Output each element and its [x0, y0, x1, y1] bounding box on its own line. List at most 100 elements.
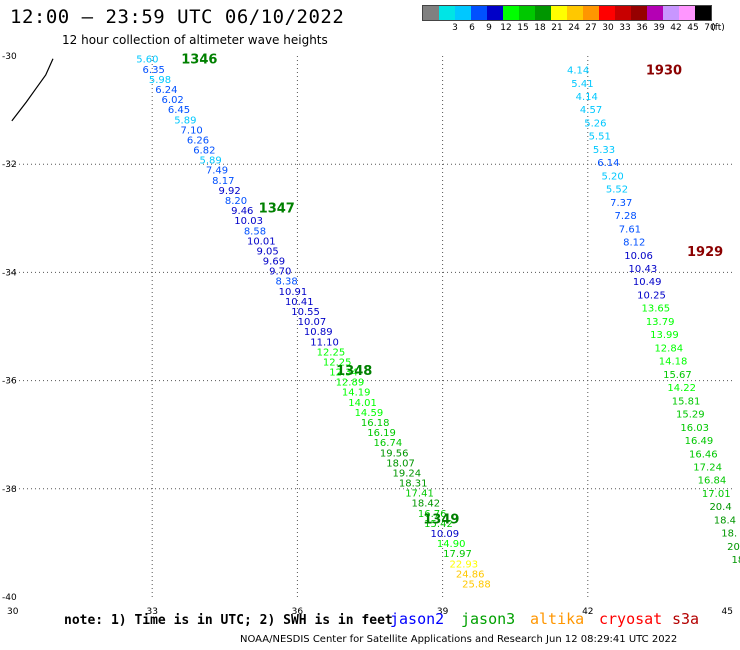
swh-value: 10.41: [285, 297, 314, 308]
legend-tick: 27: [585, 23, 597, 33]
swh-value: 18.07: [386, 458, 415, 469]
swh-value: 14.90: [437, 539, 466, 550]
swh-value: 12.84: [654, 343, 683, 354]
legend-swatches: [422, 5, 712, 21]
swh-value: 5.20: [602, 171, 624, 182]
chart-subtitle: 12 hour collection of altimeter wave hei…: [62, 33, 328, 47]
swh-value: 6.24: [155, 85, 177, 96]
swh-value: 14.18: [659, 357, 688, 368]
legend-tick: 6: [469, 23, 475, 33]
swh-value: 18.31: [399, 479, 428, 490]
legend-swatch: [455, 6, 471, 20]
swh-value: 10.89: [304, 327, 333, 338]
swh-value: 9.05: [256, 246, 278, 257]
color-scale-legend: 3 6 9 12 15 18 21 24 27 30 33 36 39 42 45 70 (ft): [422, 5, 725, 33]
swh-value: 7.37: [610, 198, 632, 209]
lon-tick-label: 42: [582, 607, 593, 617]
swh-value: 8.12: [623, 238, 645, 249]
swh-value: 14.01: [348, 398, 377, 409]
swh-value: 10.09: [431, 529, 460, 540]
swh-value: 8.38: [275, 277, 297, 288]
swh-value: 5.98: [149, 75, 171, 86]
swh-value: 13.99: [650, 330, 679, 341]
swh-value: 10.49: [633, 277, 662, 288]
legend-tick-labels: 3 6 9 12 15 18 21 24 27 30 33 36 39 42 45 70 (ft): [422, 21, 725, 33]
footnote: note: 1) Time is in UTC; 2) SWH is in fe…: [64, 613, 393, 628]
swh-value: 10.91: [279, 287, 308, 298]
swh-value: 16.84: [698, 476, 727, 487]
swh-value: 19.24: [393, 468, 422, 479]
legend-swatch: [551, 6, 567, 20]
swh-value: 8.58: [244, 226, 266, 237]
swh-value: 7.61: [619, 224, 641, 235]
swh-value: 10.06: [624, 251, 653, 262]
legend-tick: 70: [704, 23, 716, 33]
swh-value: 10.25: [637, 290, 666, 301]
legend-swatch: [615, 6, 631, 20]
swh-value: 14.19: [342, 388, 371, 399]
legend-swatch: [439, 6, 455, 20]
satellite-altika: altika: [530, 610, 585, 628]
legend-tick: 18: [534, 23, 546, 33]
legend-tick: 42: [670, 23, 682, 33]
swh-value: 16.03: [680, 423, 709, 434]
swh-value: 10.07: [298, 317, 327, 328]
lon-tick-label: 45: [722, 607, 733, 617]
lon-tick-label: 33: [146, 607, 157, 617]
swh-value: 5.89: [174, 115, 196, 126]
lat-tick-label: -30: [2, 52, 17, 62]
swh-value: 8.17: [212, 176, 234, 187]
swh-value: 10.43: [629, 264, 658, 275]
swh-value: 17.24: [693, 463, 722, 474]
swh-value: 5.60: [136, 55, 158, 66]
swh-value: 17.97: [443, 549, 472, 560]
satellite-jason2: jason2: [390, 610, 445, 628]
legend-swatch: [695, 6, 711, 20]
satellite-cryosat: cryosat: [599, 610, 663, 628]
legend-swatch: [535, 6, 551, 20]
swh-value: 18.4: [714, 515, 736, 526]
legend-tick: 24: [568, 23, 580, 33]
track-label-1347: 1347: [259, 201, 295, 216]
lon-tick-label: 36: [292, 607, 304, 617]
lat-tick-label: -36: [2, 377, 17, 387]
legend-tick: 12: [500, 23, 512, 33]
legend-tick: 36: [636, 23, 648, 33]
swh-value: 8.20: [225, 196, 247, 207]
swh-value: 12.25: [323, 357, 352, 368]
legend-swatch: [631, 6, 647, 20]
swh-value: 11.10: [310, 337, 339, 348]
swh-value: 16.19: [367, 428, 396, 439]
swh-value: 15.81: [672, 396, 701, 407]
legend-tick: 21: [551, 23, 563, 33]
swh-value: 5.51: [589, 132, 611, 143]
swh-value: 16.46: [689, 449, 718, 460]
swh-value: 6.45: [168, 105, 190, 116]
swh-value: 22.93: [450, 559, 479, 570]
satellite-s3a: s3a: [672, 610, 700, 628]
legend-unit: (ft): [711, 23, 725, 33]
swh-value: 16.18: [361, 418, 390, 429]
legend-tick: 39: [653, 23, 665, 33]
swh-value: 9.46: [231, 206, 253, 217]
credit-line: NOAA/NESDIS Center for Satellite Applica…: [240, 634, 678, 645]
chart-title: 12:00 – 23:59 UTC 06/10/2022: [10, 6, 345, 28]
swh-value: 18: [731, 555, 740, 566]
swh-value: 6.26: [187, 135, 209, 146]
track-label-1930: 1930: [646, 64, 682, 79]
legend-tick: 45: [687, 23, 699, 33]
swh-value: 15.67: [663, 370, 692, 381]
swh-value: 6.14: [597, 158, 619, 169]
swh-value: 15.42: [424, 519, 453, 530]
swh-value: 12.34: [329, 368, 358, 379]
legend-swatch: [583, 6, 599, 20]
legend-swatch: [423, 6, 439, 20]
swh-value: 20.4: [709, 502, 731, 513]
swh-value: 25.88: [462, 579, 491, 590]
lat-tick-label: -32: [2, 160, 17, 170]
swh-value: 5.33: [593, 145, 615, 156]
swh-value: 6.35: [143, 65, 165, 76]
swh-value: 14.59: [355, 408, 384, 419]
swh-value: 5.41: [571, 79, 593, 90]
lon-tick-label: 39: [437, 607, 449, 617]
